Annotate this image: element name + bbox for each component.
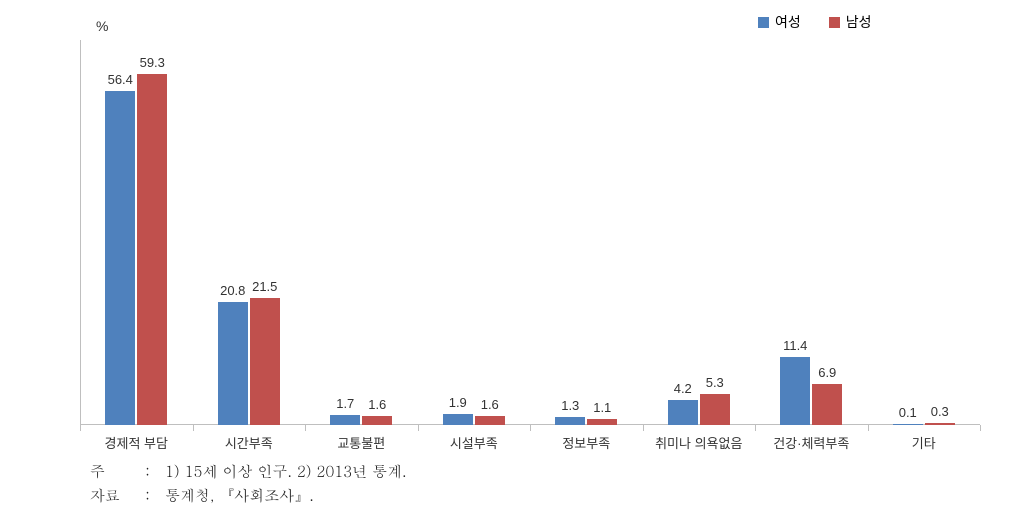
y-axis-unit: % <box>96 18 108 34</box>
plot-area: 경제적 부담56.459.3시간부족20.821.5교통불편1.71.6시설부족… <box>80 40 980 425</box>
footnote-row: 주: 1) 15세 이상 인구. 2) 2013년 통계. <box>90 460 407 484</box>
legend-swatch <box>829 17 840 28</box>
bar-value-label: 0.3 <box>931 404 949 419</box>
category-label: 취미나 의욕없음 <box>655 433 742 452</box>
bar-value-label: 1.6 <box>481 397 499 412</box>
bar-value-label: 6.9 <box>818 365 836 380</box>
bar-value-label: 11.4 <box>783 338 807 353</box>
footnote-separator: : <box>145 460 165 484</box>
y-axis <box>80 40 81 425</box>
x-tick <box>305 425 306 431</box>
category-label: 시설부족 <box>450 433 498 452</box>
bar <box>668 400 698 425</box>
bar-value-label: 56.4 <box>108 72 133 87</box>
chart-container: % 여성 남성 경제적 부담 56.4 59.3 시간부족 20.8 21.5 교통불편 1.7… <box>0 0 1010 523</box>
bar-value-label: 21.5 <box>252 279 277 294</box>
bar <box>925 423 955 425</box>
bar <box>475 416 505 425</box>
legend-swatch <box>758 17 769 28</box>
category-label: 시간부족 <box>225 433 273 452</box>
bar-value-label: 5.3 <box>706 375 724 390</box>
x-tick <box>80 425 81 431</box>
bar <box>700 394 730 425</box>
bar-value-label: 1.9 <box>449 395 467 410</box>
bar <box>218 302 248 425</box>
legend-label: 남성 <box>846 12 872 32</box>
x-tick <box>755 425 756 431</box>
legend-label: 여성 <box>775 12 801 32</box>
footnote-text: 통계청, 『사회조사』. <box>165 484 314 508</box>
category-label: 경제적 부담 <box>105 433 168 452</box>
x-tick <box>643 425 644 431</box>
category-label: 정보부족 <box>562 433 610 452</box>
bar <box>893 424 923 425</box>
bar <box>812 384 842 425</box>
bar-value-label: 1.7 <box>336 396 354 411</box>
bar <box>250 298 280 425</box>
footnote-separator: : <box>145 484 165 508</box>
x-tick <box>193 425 194 431</box>
footnote-row: 자료: 통계청, 『사회조사』. <box>90 484 407 508</box>
footnote-text: 1) 15세 이상 인구. 2) 2013년 통계. <box>165 460 407 484</box>
category-label: 건강·체력부족 <box>773 433 849 452</box>
bar-value-label: 1.1 <box>593 400 611 415</box>
bar-value-label: 59.3 <box>140 55 165 70</box>
bar <box>555 417 585 425</box>
bar-value-label: 4.2 <box>674 381 692 396</box>
footnote-key: 주 <box>90 460 145 484</box>
bar-value-label: 0.1 <box>899 405 917 420</box>
legend: 여성 남성 <box>758 12 872 32</box>
bar <box>137 74 167 425</box>
legend-item: 여성 <box>758 12 801 32</box>
bar <box>105 91 135 425</box>
legend-item: 남성 <box>829 12 872 32</box>
category-label: 기타 <box>912 433 936 452</box>
bar <box>362 416 392 425</box>
x-tick <box>530 425 531 431</box>
bar-value-label: 1.6 <box>368 397 386 412</box>
bar-value-label: 20.8 <box>220 283 245 298</box>
bar <box>443 414 473 425</box>
category-label: 교통불편 <box>337 433 385 452</box>
x-tick <box>980 425 981 431</box>
x-tick <box>418 425 419 431</box>
bar <box>330 415 360 425</box>
bar <box>780 357 810 425</box>
footnotes: 주: 1) 15세 이상 인구. 2) 2013년 통계.자료: 통계청, 『사… <box>90 460 407 508</box>
bar-value-label: 1.3 <box>561 398 579 413</box>
footnote-key: 자료 <box>90 484 145 508</box>
bar <box>587 419 617 426</box>
x-tick <box>868 425 869 431</box>
